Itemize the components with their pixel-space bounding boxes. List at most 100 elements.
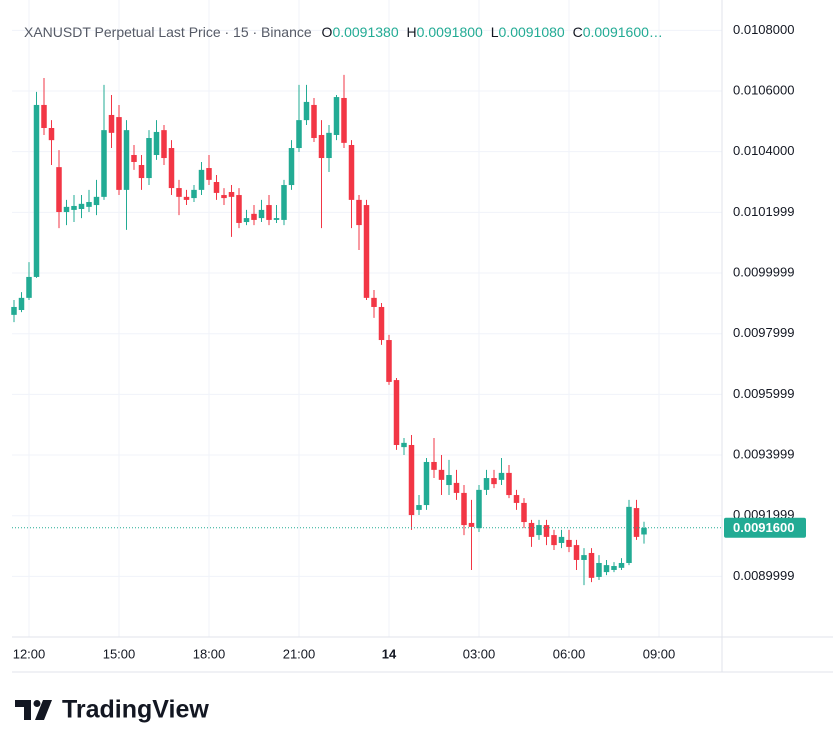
candle-body	[521, 502, 527, 523]
candle-body	[641, 527, 647, 535]
candle-body	[168, 148, 175, 189]
candle-body	[176, 188, 182, 197]
candle-body	[536, 525, 542, 536]
candle-body	[251, 213, 257, 220]
chart-header: XANUSDT Perpetual Last Price · 15 · Bina…	[24, 24, 663, 40]
x-tick-label: 14	[382, 646, 397, 661]
candle-body	[588, 552, 595, 578]
candle-body	[581, 555, 587, 560]
candle-body	[566, 539, 572, 547]
candle-body	[123, 130, 130, 190]
header-c-label: C	[573, 24, 583, 40]
header-o-value: 0.0091380	[332, 24, 398, 40]
candle-body	[41, 104, 47, 129]
candle-body	[408, 444, 415, 516]
candle-body	[461, 492, 467, 526]
candle-body	[311, 104, 317, 139]
candle-body	[281, 185, 287, 220]
candle-body	[153, 131, 160, 156]
candle-body	[363, 205, 370, 298]
candle-body	[476, 489, 482, 529]
x-tick-label: 12:00	[13, 646, 46, 661]
candle-body	[416, 505, 422, 510]
y-tick-label: 0.0093999	[733, 446, 794, 461]
candle-body	[48, 128, 55, 141]
logo-dot	[33, 700, 41, 707]
candle-body	[198, 169, 205, 190]
candle-body	[596, 562, 602, 577]
brand-name: TradingView	[62, 696, 209, 724]
candle-body	[303, 101, 310, 121]
overlay: 0.0108000 0.0106000 0.0104000 0.0101999 0.00…	[12, 22, 806, 661]
candle-body	[618, 562, 625, 568]
candle-body	[401, 442, 407, 448]
candle-body	[386, 340, 392, 382]
candle-body	[116, 117, 122, 190]
candle-body	[333, 97, 340, 135]
candle-body	[498, 472, 505, 480]
candle-body	[18, 297, 25, 311]
logo-mark	[15, 700, 31, 720]
candle-body	[11, 306, 17, 315]
candle-body	[146, 138, 152, 179]
candle-body	[93, 196, 100, 206]
candle-body	[78, 203, 85, 209]
y-tick-label: 0.0089999	[733, 568, 794, 583]
candle-body	[296, 120, 302, 149]
candle-body	[326, 132, 332, 159]
candle-body	[423, 461, 430, 506]
candle-body	[33, 104, 40, 277]
candle-body	[371, 297, 377, 307]
header-title: XANUSDT Perpetual Last Price · 15 · Bina…	[24, 24, 312, 40]
candle-body	[468, 522, 475, 527]
candle-body	[213, 182, 220, 193]
candle-body	[258, 209, 265, 219]
candle-body	[206, 168, 212, 180]
y-tick-label: 0.0095999	[733, 386, 794, 401]
brand-logo	[15, 700, 52, 720]
y-tick-label: 0.0104000	[733, 143, 794, 158]
candle-body	[626, 506, 632, 563]
x-tick-label: 21:00	[283, 646, 316, 661]
header-h-value: 0.0091800	[417, 24, 483, 40]
candle-body	[56, 167, 62, 213]
y-tick-label: 0.0106000	[733, 82, 794, 97]
candle-body	[393, 380, 400, 445]
header-l-label: L	[491, 24, 499, 40]
candle-body	[573, 545, 580, 560]
candle-body	[138, 165, 145, 179]
candle-body	[348, 144, 355, 200]
candle-body	[243, 218, 250, 223]
candle-body	[528, 522, 535, 537]
candle-body	[183, 196, 190, 200]
candle-body	[221, 195, 227, 199]
candle-body	[131, 155, 137, 162]
candle-body	[513, 495, 520, 503]
candle-body	[288, 148, 295, 186]
candle-body	[483, 478, 490, 490]
x-tick-label: 18:00	[193, 646, 226, 661]
logo-slash	[35, 700, 52, 720]
candle-body	[108, 114, 115, 133]
last-price-box	[724, 517, 806, 538]
candle-body	[506, 472, 512, 496]
candle-body	[26, 276, 32, 298]
header-c-value: 0.0091600…	[583, 24, 663, 40]
candle-body	[236, 195, 242, 223]
candle-body	[446, 475, 452, 486]
header-h-label: H	[407, 24, 417, 40]
x-tick-label: 03:00	[463, 646, 496, 661]
x-tick-label: 15:00	[103, 646, 136, 661]
y-tick-label: 0.0099999	[733, 264, 794, 279]
candle-body	[341, 97, 347, 143]
candle-body	[86, 202, 92, 207]
x-tick-label: 09:00	[643, 646, 676, 661]
candle-body	[356, 199, 362, 226]
candle-body	[453, 482, 460, 493]
candle-body	[318, 134, 325, 159]
candles	[11, 74, 647, 586]
header-o-label: O	[322, 24, 333, 40]
y-tick-label: 0.0097999	[733, 325, 794, 340]
